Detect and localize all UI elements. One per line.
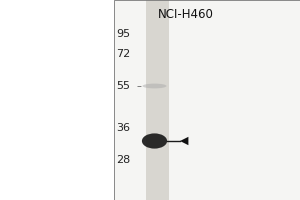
Text: 55: 55	[116, 81, 130, 91]
Text: 95: 95	[116, 29, 130, 39]
Text: 36: 36	[116, 123, 130, 133]
Text: –: –	[136, 81, 141, 91]
Bar	[114, 0, 300, 200]
Ellipse shape	[142, 84, 167, 88]
Text: 72: 72	[116, 49, 130, 59]
Bar	[114, 0, 300, 200]
Bar	[146, 0, 169, 200]
Text: NCI-H460: NCI-H460	[158, 8, 214, 21]
Polygon shape	[180, 137, 188, 145]
Text: 28: 28	[116, 155, 130, 165]
Ellipse shape	[142, 133, 167, 149]
